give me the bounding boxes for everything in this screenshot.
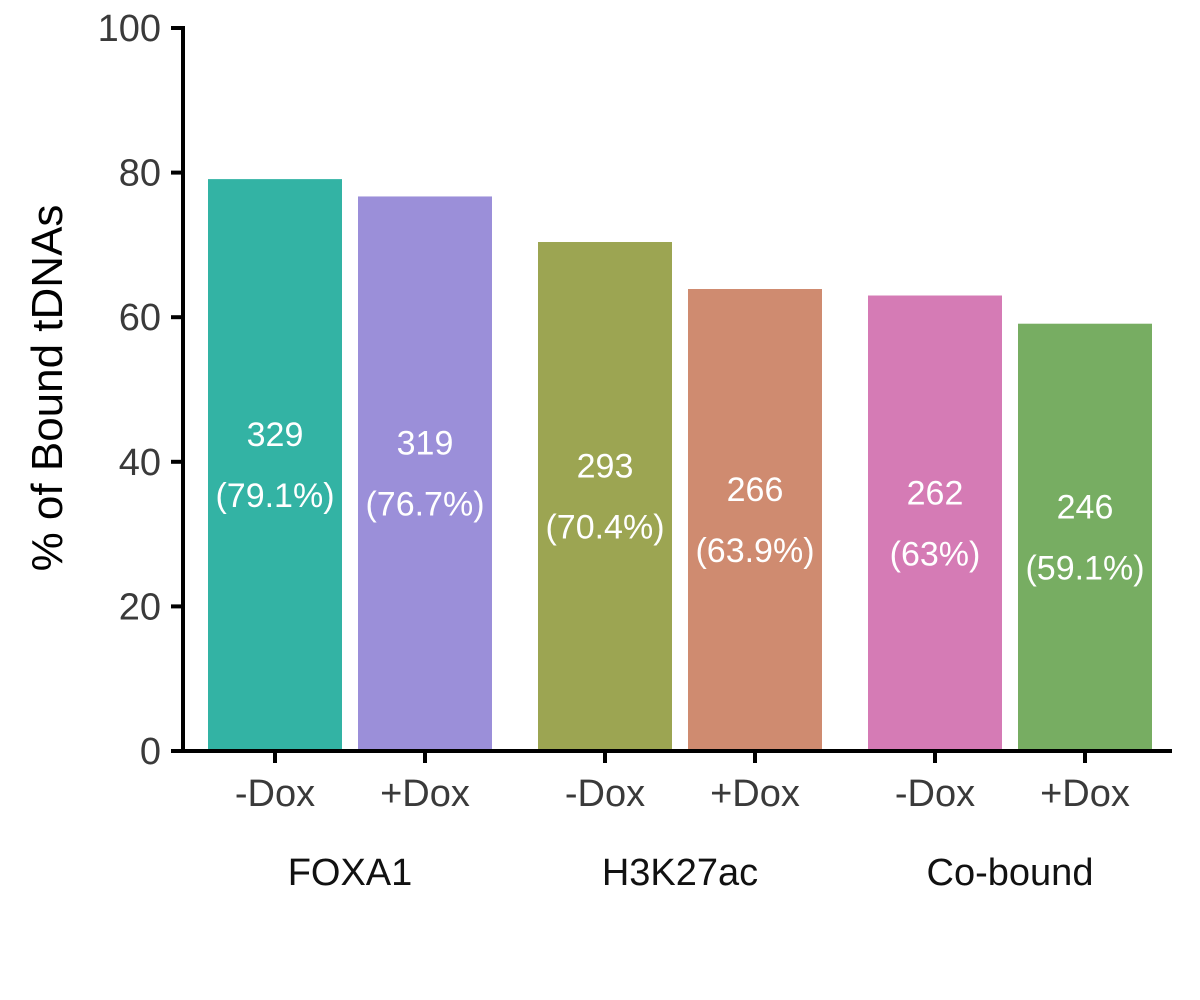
y-tick-label: 0	[140, 731, 161, 773]
x-tick-label: -Dox	[565, 773, 645, 815]
y-tick-label: 40	[119, 442, 161, 484]
x-ticks-layer: -Dox +Dox FOXA1 -Dox +Dox H3K27ac -Dox +Dox Co-b…	[235, 751, 1130, 894]
y-tick-label: 100	[98, 8, 161, 50]
bar-count-label: 329	[247, 416, 304, 454]
x-tick-label: +Dox	[1040, 773, 1130, 815]
bar-percent-label: (79.1%)	[215, 477, 334, 515]
x-tick-label: -Dox	[235, 773, 315, 815]
bar-co-bound-plus-dox	[1018, 323, 1152, 751]
bar-percent-label: (63.9%)	[695, 532, 814, 570]
y-tick-label: 60	[119, 297, 161, 339]
y-axis-title: % of Bound tDNAs	[23, 205, 72, 572]
bar-count-label: 319	[397, 425, 454, 463]
bar-percent-label: (63%)	[890, 535, 981, 573]
bar-count-label: 266	[727, 471, 784, 509]
axes-layer	[181, 26, 1172, 753]
bar-count-label: 293	[577, 448, 634, 486]
bar-percent-label: (76.7%)	[365, 486, 484, 524]
bar-co-bound-minus-dox	[868, 295, 1002, 751]
bar-h3k27ac-plus-dox	[688, 289, 822, 751]
bar-count-label: 246	[1057, 488, 1114, 526]
y-tick-label: 20	[119, 586, 161, 628]
x-tick-label: -Dox	[895, 773, 975, 815]
y-tick-label: 80	[119, 153, 161, 195]
group-label: H3K27ac	[602, 852, 758, 894]
bar-foxa1-minus-dox	[208, 179, 342, 751]
y-ticks-layer: 0 20 40 60 80 100	[98, 8, 183, 773]
data-labels-layer: 329 (79.1%) 319 (76.7%) 293 (70.4%) 266 (63.9%)…	[215, 416, 1144, 587]
x-tick-label: +Dox	[380, 773, 470, 815]
bar-foxa1-plus-dox	[358, 196, 492, 752]
bar-percent-label: (59.1%)	[1025, 549, 1144, 587]
bar-h3k27ac-minus-dox	[538, 242, 672, 751]
group-label: Co-bound	[927, 852, 1094, 894]
x-tick-label: +Dox	[710, 773, 800, 815]
bar-percent-label: (70.4%)	[545, 509, 664, 547]
bars-layer	[208, 179, 1152, 752]
group-label: FOXA1	[288, 852, 413, 894]
bar-count-label: 262	[907, 474, 964, 512]
